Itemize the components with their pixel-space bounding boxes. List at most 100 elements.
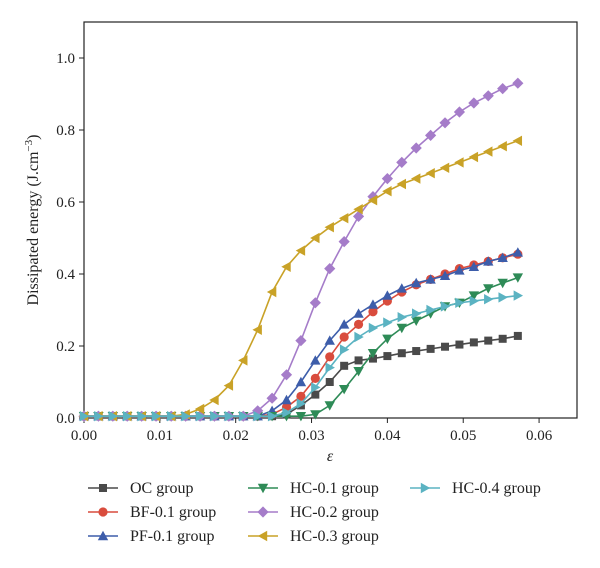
data-point — [469, 338, 478, 347]
data-point — [210, 411, 220, 422]
series-line — [84, 140, 519, 417]
legend-marker — [257, 483, 269, 494]
y-tick-label: 0.0 — [56, 411, 75, 427]
data-point — [338, 319, 350, 329]
data-point — [123, 411, 133, 422]
data-point — [439, 117, 451, 129]
data-point — [484, 294, 494, 305]
x-tick-label: 0.03 — [298, 428, 324, 444]
data-point — [310, 232, 320, 244]
data-point — [439, 270, 451, 280]
data-point — [482, 90, 494, 102]
data-point — [296, 391, 306, 401]
data-point — [411, 277, 422, 288]
data-point — [512, 247, 524, 257]
x-tick-label: 0.04 — [374, 428, 401, 444]
data-point — [137, 411, 147, 422]
data-point — [468, 151, 479, 163]
data-point — [311, 390, 320, 399]
data-point — [426, 304, 436, 316]
data-point — [252, 324, 262, 335]
x-axis-title: ε — [327, 448, 334, 465]
data-point — [309, 297, 321, 309]
y-tick-label: 0.8 — [56, 123, 75, 139]
data-point — [412, 308, 422, 319]
data-point — [455, 340, 464, 349]
y-axis-title-close: ) — [25, 135, 42, 140]
data-point — [382, 290, 393, 300]
data-point — [396, 156, 408, 168]
legend-item: HC-0.4 group — [410, 480, 541, 497]
data-point — [497, 141, 507, 152]
data-point — [483, 284, 494, 294]
data-point — [410, 142, 422, 154]
data-point — [310, 355, 321, 365]
data-point — [512, 273, 524, 283]
data-point — [454, 265, 465, 275]
data-point — [353, 204, 363, 215]
legend-label: HC-0.1 group — [290, 480, 379, 497]
data-point — [108, 411, 119, 422]
x-tick-label: 0.06 — [526, 428, 553, 444]
series-layer — [78, 77, 524, 422]
data-point — [454, 157, 464, 168]
legend-item: OC group — [88, 480, 194, 497]
data-point — [412, 347, 421, 356]
data-point — [181, 411, 191, 422]
data-point — [266, 286, 277, 298]
data-point — [280, 369, 293, 381]
data-point — [368, 322, 379, 334]
x-axis-ticks: 0.00 0.01 0.02 0.03 0.04 0.05 0.06 — [71, 418, 553, 444]
legend-item: PF-0.1 group — [88, 528, 214, 545]
legend-label: OC group — [130, 480, 194, 497]
data-point — [224, 411, 235, 422]
legend-label: HC-0.2 group — [290, 504, 379, 521]
data-point — [223, 380, 234, 391]
y-axis-title-sup: −3 — [23, 139, 35, 151]
data-point — [310, 410, 321, 420]
data-point — [469, 295, 480, 307]
data-point — [396, 323, 407, 334]
data-point — [425, 129, 437, 141]
data-point — [324, 222, 334, 233]
data-point — [368, 354, 377, 363]
data-point — [338, 236, 350, 248]
y-axis-title: Dissipated energy (J.cm−3) — [23, 135, 42, 306]
data-point — [354, 331, 364, 343]
y-axis-ticks: 0.0 0.2 0.4 0.6 0.8 1.0 — [56, 51, 84, 427]
data-point — [253, 411, 263, 422]
legend-label: BF-0.1 group — [130, 504, 216, 521]
data-point — [381, 173, 393, 185]
legend-item: HC-0.3 group — [248, 528, 379, 545]
data-point — [367, 191, 379, 203]
legend-label: HC-0.3 group — [290, 528, 379, 545]
legend-marker — [257, 530, 268, 542]
data-point — [411, 173, 421, 184]
x-tick-label: 0.05 — [450, 428, 476, 444]
data-point — [325, 378, 334, 386]
x-tick-label: 0.01 — [147, 428, 173, 444]
data-point — [441, 342, 450, 351]
data-point — [367, 195, 378, 206]
data-point — [425, 274, 436, 284]
series-line — [84, 251, 519, 417]
data-point — [267, 411, 278, 422]
data-point — [497, 278, 508, 289]
data-point — [440, 301, 451, 312]
data-point — [497, 252, 508, 262]
data-point — [295, 335, 307, 347]
data-point — [468, 261, 480, 271]
data-point — [195, 411, 206, 422]
data-point — [281, 394, 292, 405]
data-point — [425, 168, 435, 179]
legend: OC group BF-0.1 group PF-0.1 group HC-0.1 g… — [88, 480, 541, 545]
data-point — [311, 382, 321, 393]
data-point — [340, 361, 349, 370]
data-point — [295, 245, 306, 256]
data-point — [209, 394, 219, 406]
legend-marker — [98, 507, 108, 517]
data-point — [325, 352, 335, 362]
x-tick-label: 0.00 — [71, 428, 97, 444]
data-point — [439, 162, 450, 173]
legend-label: HC-0.4 group — [452, 480, 541, 497]
